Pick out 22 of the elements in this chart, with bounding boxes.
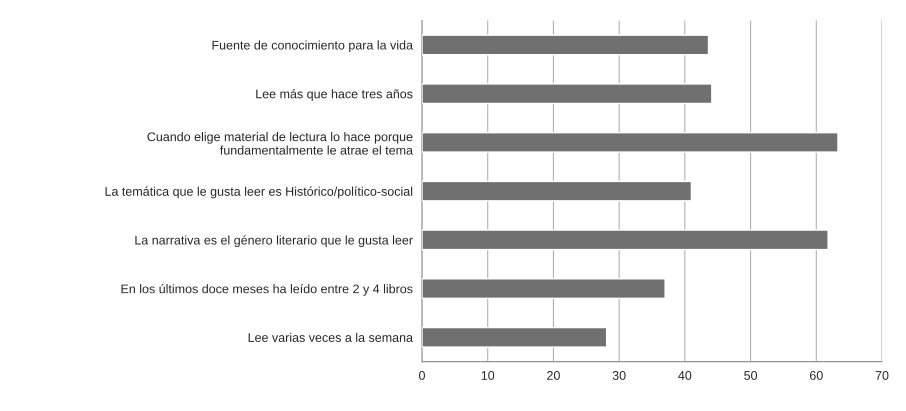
bar [422, 34, 710, 56]
y-tick-label: Cuando elige material de lectura lo hace porque fundamentalmente le atrae el tema [147, 132, 413, 155]
y-tick-label: En los últimos doce meses ha leído entre 2 y 4 libros [122, 284, 413, 296]
y-tick-label: Lee más que hace tres años [256, 89, 413, 101]
y-tick-label: Fuente de conocimiento para la vida [212, 40, 413, 52]
bar [422, 278, 666, 300]
y-tick-label: Lee varias veces a la semana [248, 332, 413, 342]
x-tick-label: 0 [419, 371, 425, 380]
bar [422, 180, 692, 202]
bar [422, 83, 712, 104]
x-tick-label: 60 [810, 371, 823, 380]
y-tick-label: La temática que le gusta leer es Histórico/político-social [106, 186, 412, 198]
x-tick-label: 50 [744, 371, 758, 380]
x-tick-label: 70 [876, 371, 888, 380]
x-tick-label: 20 [547, 371, 560, 380]
y-tick-label: La narrativa es el género literario que le gusta leer [135, 235, 413, 248]
x-tick-label: 10 [482, 371, 494, 380]
bar [422, 326, 608, 348]
x-tick-label: 40 [678, 371, 692, 380]
bar [422, 229, 829, 250]
bar [422, 132, 839, 153]
x-tick-label: 30 [612, 371, 626, 380]
